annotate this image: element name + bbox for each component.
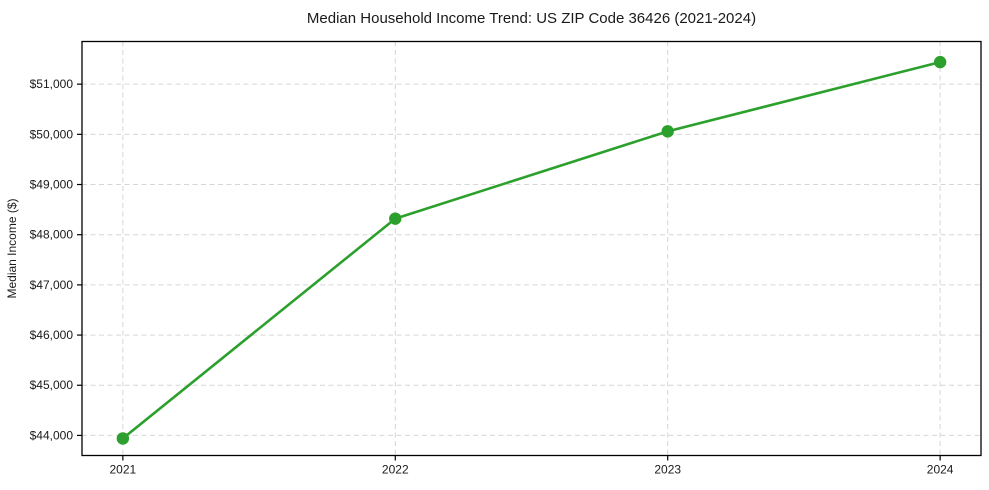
x-tick-labels: 2021 2022 2023 2024 xyxy=(110,463,954,477)
data-point xyxy=(933,55,947,69)
horizontal-gridlines xyxy=(82,83,981,436)
vertical-gridlines xyxy=(122,41,941,456)
y-axis-label: Median Income ($) xyxy=(5,198,19,298)
data-point xyxy=(389,212,402,225)
trend-line xyxy=(121,60,942,440)
y-tick-label: $44,000 xyxy=(30,428,74,442)
data-point xyxy=(661,125,674,138)
y-tick-label: $47,000 xyxy=(30,278,74,292)
y-tick-labels: $44,000 $45,000 $46,000 $47,000 $48,000 $49,0… xyxy=(30,77,74,442)
y-tick-label: $51,000 xyxy=(30,77,74,91)
y-tick-label: $45,000 xyxy=(30,378,74,392)
x-tick-label: 2023 xyxy=(654,463,681,477)
plot-border xyxy=(81,40,982,457)
chart-title: Median Household Income Trend: US ZIP Co… xyxy=(307,10,756,27)
data-point-markers xyxy=(116,55,947,445)
y-tick-label: $49,000 xyxy=(30,178,74,192)
axis-tick-marks xyxy=(77,83,941,461)
x-tick-label: 2022 xyxy=(382,463,409,477)
data-point xyxy=(116,432,130,445)
y-tick-label: $50,000 xyxy=(30,127,74,141)
y-tick-label: $48,000 xyxy=(30,228,74,242)
x-tick-label: 2021 xyxy=(110,463,137,477)
y-tick-label: $46,000 xyxy=(30,328,74,342)
x-tick-label: 2024 xyxy=(927,463,954,477)
